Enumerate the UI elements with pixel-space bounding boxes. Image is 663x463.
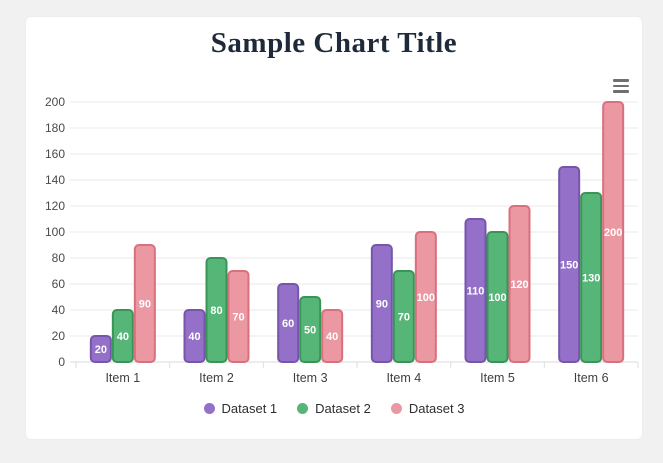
bar-value-label: 70 (232, 312, 244, 324)
legend-label: Dataset 3 (408, 401, 465, 416)
bar-value-label: 130 (582, 273, 600, 285)
legend-swatch-icon (203, 403, 215, 414)
y-axis-tick-label: 20 (52, 329, 66, 343)
chart-menu-button[interactable] (610, 77, 632, 95)
chart-legend: Dataset 1 Dataset 2 Dataset 3 (26, 401, 642, 416)
bar-dataset-1-item-1[interactable] (89, 335, 112, 363)
bar-dataset-1-item-3[interactable] (277, 283, 300, 363)
legend-item-dataset-1[interactable]: Dataset 1 (203, 401, 278, 416)
bar-value-label: 80 (210, 305, 222, 317)
x-axis-category-label: Item 4 (386, 371, 421, 385)
y-axis-tick-label: 140 (45, 173, 65, 187)
bar-dataset-3-item-4[interactable] (414, 231, 437, 363)
bar-dataset-3-item-6[interactable] (602, 101, 625, 363)
legend-item-dataset-2[interactable]: Dataset 2 (297, 401, 371, 416)
bar-dataset-3-item-3[interactable] (321, 309, 344, 363)
x-axis-category-label: Item 3 (293, 371, 328, 385)
x-axis-category-label: Item 1 (105, 371, 140, 385)
chart-card: Sample Chart Title 0 20 40 60 80 100 120 140 160… (25, 16, 643, 440)
bar-dataset-1-item-5[interactable] (464, 218, 487, 363)
legend-label: Dataset 2 (315, 401, 371, 416)
y-axis-tick-label: 200 (45, 95, 65, 109)
bar-value-label: 90 (139, 299, 151, 311)
legend-label: Dataset 1 (221, 401, 278, 416)
bar-dataset-3-item-5[interactable] (508, 205, 531, 363)
x-axis-category-label: Item 6 (574, 371, 609, 385)
bar-value-label: 100 (417, 292, 435, 304)
bar-value-label: 90 (376, 299, 388, 311)
y-axis-tick-label: 180 (45, 121, 65, 135)
bar-dataset-3-item-1[interactable] (133, 244, 156, 363)
bar-dataset-1-item-4[interactable] (370, 244, 393, 363)
bar-chart: 0 20 40 60 80 100 120 140 160 180 200 Item 1 Item 2 I… (45, 95, 639, 385)
legend-swatch-icon (390, 403, 402, 414)
bar-dataset-2-item-2[interactable] (205, 257, 228, 363)
bar-dataset-1-item-6[interactable] (558, 166, 581, 363)
chart-title: Sample Chart Title (210, 27, 458, 59)
bar-value-label: 100 (488, 292, 506, 304)
bar-value-label: 200 (604, 227, 622, 239)
legend-item-dataset-3[interactable]: Dataset 3 (390, 401, 465, 416)
bar-dataset-2-item-3[interactable] (299, 296, 322, 363)
legend-swatch-icon (297, 403, 309, 414)
y-axis-tick-label: 120 (45, 199, 65, 213)
hamburger-icon (613, 79, 629, 82)
bar-value-label: 20 (95, 344, 107, 356)
x-axis-category-label: Item 2 (199, 371, 234, 385)
y-axis-tick-label: 40 (52, 303, 66, 317)
x-axis-category-label: Item 5 (480, 371, 515, 385)
bar-value-label: 40 (117, 331, 129, 343)
bar-dataset-1-item-2[interactable] (183, 309, 206, 363)
y-axis-tick-label: 60 (52, 277, 66, 291)
bar-value-label: 50 (304, 325, 316, 337)
bar-value-label: 150 (560, 260, 578, 272)
bar-dataset-2-item-5[interactable] (486, 231, 509, 363)
y-axis-tick-label: 100 (45, 225, 65, 239)
y-axis-tick-label: 160 (45, 147, 65, 161)
y-axis-tick-label: 80 (52, 251, 66, 265)
bar-dataset-2-item-6[interactable] (580, 192, 603, 363)
bar-dataset-2-item-1[interactable] (111, 309, 134, 363)
bar-value-label: 40 (326, 331, 338, 343)
bar-value-label: 60 (282, 318, 294, 330)
bar-value-label: 70 (398, 312, 410, 324)
bar-value-label: 110 (467, 286, 485, 298)
bar-dataset-3-item-2[interactable] (227, 270, 250, 363)
bar-value-label: 40 (188, 331, 200, 343)
bar-dataset-2-item-4[interactable] (392, 270, 415, 363)
y-axis-tick-label: 0 (58, 355, 65, 369)
bar-value-label: 120 (510, 279, 528, 291)
